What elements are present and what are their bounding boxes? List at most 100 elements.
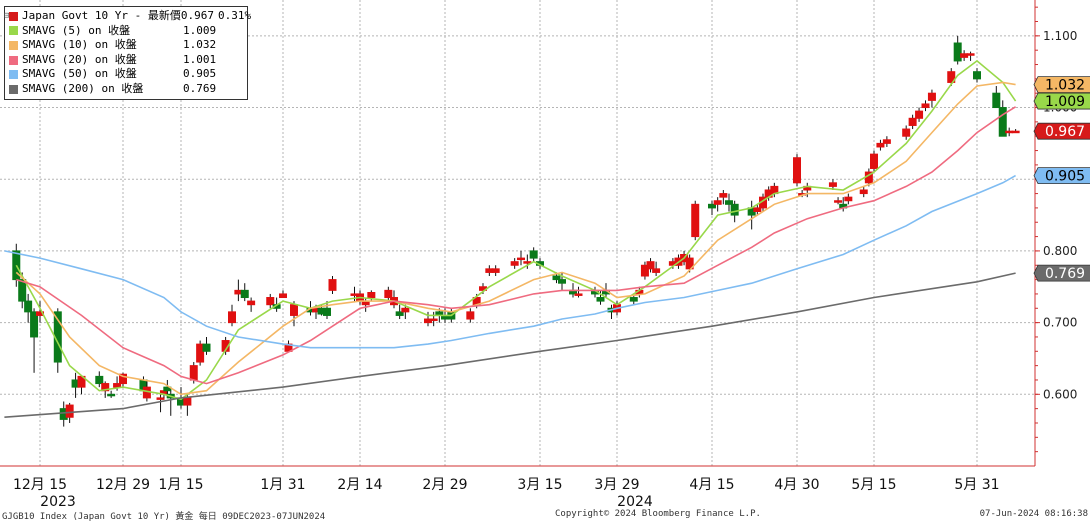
legend-entry-value: 1.032 bbox=[183, 38, 217, 52]
x-tick-label: 4月 15 bbox=[689, 477, 734, 493]
candlestick bbox=[793, 154, 801, 187]
candle-body bbox=[844, 196, 853, 202]
candle-body bbox=[279, 293, 287, 299]
candlestick bbox=[921, 100, 930, 112]
candlestick bbox=[992, 86, 1001, 109]
candle-body bbox=[429, 318, 438, 322]
x-year-label: 2024 bbox=[617, 494, 653, 510]
candlestick bbox=[328, 276, 337, 294]
candlestick bbox=[266, 293, 275, 309]
candle-body bbox=[523, 261, 532, 264]
candle-body bbox=[552, 275, 561, 281]
x-tick-label: 5月 31 bbox=[954, 477, 999, 493]
candlestick bbox=[395, 304, 404, 320]
legend-swatch bbox=[9, 70, 18, 80]
candle-body bbox=[384, 289, 393, 299]
candle-body bbox=[156, 397, 165, 400]
legend-entry[interactable]: SMAVG (20) on 收盤 1.001 bbox=[9, 53, 243, 68]
value-badge-label: 1.009 bbox=[1045, 94, 1085, 110]
candlestick bbox=[574, 286, 583, 298]
candle-body bbox=[973, 71, 981, 80]
candle-body bbox=[966, 53, 975, 56]
candlestick bbox=[953, 35, 962, 65]
candle-body bbox=[24, 300, 33, 313]
candle-body bbox=[119, 373, 127, 385]
legend-entry[interactable]: Japan Govt 10 Yr - 最新價 0.967 0.31% bbox=[9, 9, 251, 24]
legend-entry[interactable]: SMAVG (200) on 收盤 0.769 bbox=[9, 82, 243, 97]
y-tick-label: 0.600 bbox=[1043, 387, 1077, 401]
series-line-smavg-20- bbox=[16, 106, 1017, 385]
candlestick bbox=[725, 193, 733, 212]
legend-collapse-icon[interactable]: ⊟ bbox=[4, 11, 10, 21]
candlestick bbox=[691, 200, 700, 241]
value-badge: 1.032 bbox=[1033, 76, 1090, 94]
legend-entry-value: 0.967 bbox=[180, 9, 214, 22]
candle-body bbox=[646, 261, 655, 270]
candlestick bbox=[401, 304, 410, 320]
candlestick bbox=[529, 247, 538, 262]
legend-entry-name: SMAVG (10) on 收盤 bbox=[22, 38, 137, 52]
candlestick bbox=[202, 336, 211, 355]
legend-entry[interactable]: SMAVG (10) on 收盤 1.032 bbox=[9, 38, 243, 53]
x-tick-label: 1月 15 bbox=[158, 477, 203, 493]
candlestick bbox=[196, 340, 205, 366]
candlestick bbox=[708, 200, 716, 216]
candle-body bbox=[927, 92, 936, 101]
candlestick bbox=[844, 193, 853, 205]
footer-copyright: Copyright© 2024 Bloomberg Finance L.P. bbox=[555, 509, 761, 519]
candlestick bbox=[491, 265, 500, 277]
legend-swatch bbox=[9, 84, 18, 94]
value-badge-shape bbox=[1033, 122, 1090, 140]
legend-swatch bbox=[9, 26, 18, 36]
candlestick bbox=[998, 100, 1007, 137]
legend-entry-value: 1.001 bbox=[183, 52, 217, 66]
candle-body bbox=[30, 311, 39, 338]
candle-body bbox=[652, 268, 661, 273]
candlestick bbox=[166, 390, 175, 416]
legend-entry-name: SMAVG (5) on 收盤 bbox=[22, 23, 131, 37]
legend-entry-name: SMAVG (20) on 收盤 bbox=[22, 52, 137, 66]
candle-body bbox=[101, 383, 110, 392]
value-badge-label: 0.769 bbox=[1045, 266, 1085, 282]
legend-entry-value: 0.769 bbox=[183, 81, 217, 95]
candle-body bbox=[183, 397, 192, 406]
candle-body bbox=[953, 42, 962, 62]
candle-body bbox=[113, 383, 122, 388]
candle-body bbox=[202, 343, 211, 352]
moving-average-lines bbox=[4, 59, 1017, 418]
legend-entry[interactable]: SMAVG (50) on 收盤 0.905 bbox=[9, 67, 243, 82]
candle-body bbox=[882, 139, 891, 144]
candlestick bbox=[646, 258, 655, 273]
candlestick bbox=[30, 308, 39, 373]
candlestick bbox=[719, 189, 728, 205]
candle-body bbox=[725, 200, 733, 205]
y-tick-label: 0.800 bbox=[1043, 244, 1077, 258]
value-badge: 0.967 bbox=[1033, 122, 1090, 140]
footer-timestamp: 07-Jun-2024 08:16:38 bbox=[979, 509, 1088, 519]
x-tick-label: 1月 31 bbox=[260, 477, 305, 493]
candle-body bbox=[876, 142, 885, 148]
candle-body bbox=[12, 250, 21, 281]
candlestick bbox=[876, 139, 885, 151]
candle-body bbox=[18, 279, 27, 302]
candle-body bbox=[596, 297, 605, 302]
candle-body bbox=[708, 203, 716, 209]
legend-entry[interactable]: SMAVG (5) on 收盤 1.009 bbox=[9, 24, 243, 39]
candle-body bbox=[107, 393, 116, 397]
candlestick bbox=[107, 390, 116, 398]
candle-body bbox=[685, 257, 694, 270]
candlestick bbox=[240, 283, 249, 302]
candle-body bbox=[290, 304, 298, 316]
candle-body bbox=[870, 153, 878, 169]
candlestick bbox=[95, 371, 104, 388]
candle-body bbox=[828, 182, 837, 187]
value-badge-label: 0.967 bbox=[1045, 124, 1085, 140]
value-badge: 0.769 bbox=[1033, 264, 1090, 282]
candlestick bbox=[279, 290, 287, 299]
legend-entry-value: 1.009 bbox=[183, 23, 217, 37]
candlestick bbox=[323, 301, 331, 320]
candle-body bbox=[65, 404, 74, 418]
x-tick-label: 2月 14 bbox=[337, 477, 382, 493]
